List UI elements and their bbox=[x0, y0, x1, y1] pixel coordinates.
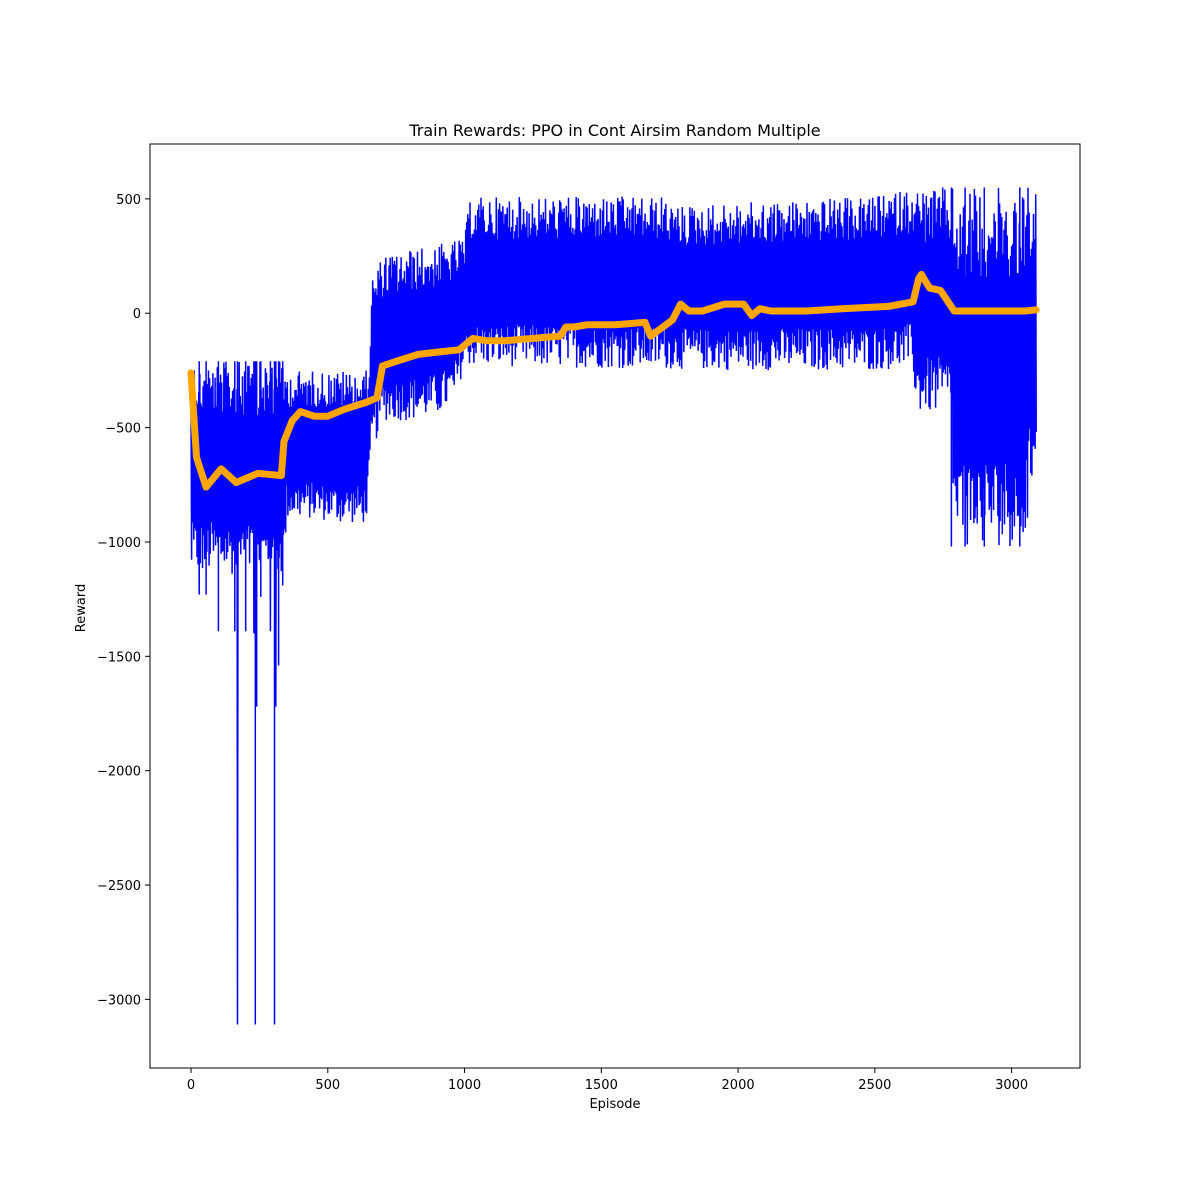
chart-title: Train Rewards: PPO in Cont Airsim Random… bbox=[408, 121, 820, 140]
y-tick-label: −2500 bbox=[97, 879, 141, 894]
x-tick-label: 2500 bbox=[858, 1078, 891, 1093]
y-tick-label: 500 bbox=[116, 193, 141, 208]
y-tick-label: −1500 bbox=[97, 650, 141, 665]
smoothed-reward-line bbox=[187, 270, 1040, 491]
x-tick-label: 1500 bbox=[585, 1078, 618, 1093]
x-tick-label: 3000 bbox=[995, 1078, 1028, 1093]
y-axis-label: Reward bbox=[74, 584, 89, 632]
x-tick-label: 500 bbox=[315, 1078, 340, 1093]
y-tick-label: 0 bbox=[133, 307, 141, 322]
y-tick-label: −3000 bbox=[97, 993, 141, 1008]
y-tick-label: −2000 bbox=[97, 765, 141, 780]
x-tick-label: 2000 bbox=[722, 1078, 755, 1093]
raw-reward-line bbox=[190, 187, 1037, 1025]
x-tick-label: 0 bbox=[187, 1078, 195, 1093]
plot-frame bbox=[149, 143, 1081, 1069]
axes: 0 500 1000 1500 2000 2500 3000 500 0 −500 −1000 −15… bbox=[97, 143, 1081, 1093]
y-tick-label: −500 bbox=[105, 422, 141, 437]
y-tick-label: −1000 bbox=[97, 536, 141, 551]
x-axis-label: Episode bbox=[589, 1097, 640, 1112]
plot-area bbox=[187, 187, 1040, 1025]
x-tick-label: 1000 bbox=[448, 1078, 481, 1093]
